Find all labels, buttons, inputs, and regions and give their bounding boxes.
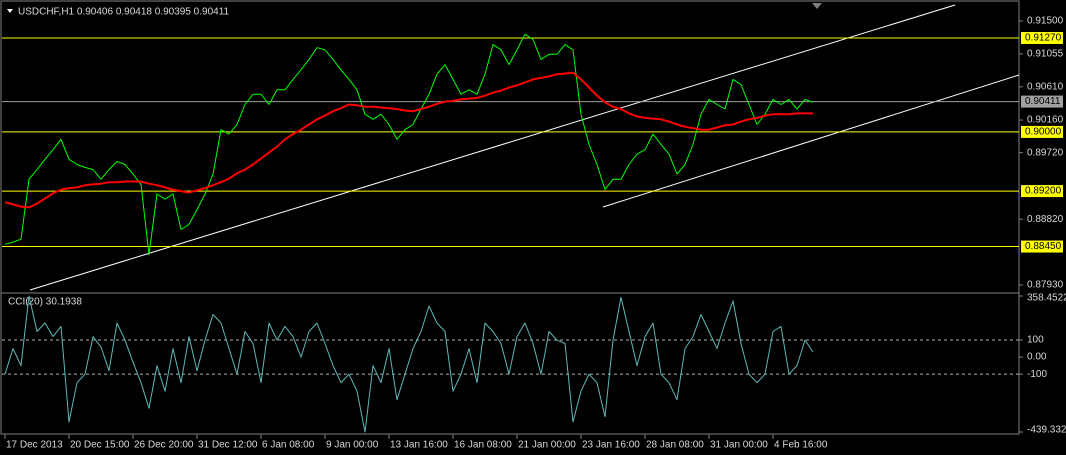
- y-tick-label: 0.91500: [1027, 16, 1064, 27]
- trend-line: [29, 4, 956, 291]
- level-box: [1021, 31, 1063, 44]
- x-tick-label: 31 Jan 00:00: [710, 440, 768, 451]
- level-box: [1021, 125, 1063, 138]
- y-tick-label: -100: [1027, 369, 1047, 380]
- y-tick-label: 0.90160: [1027, 115, 1064, 126]
- level-label: 0.90411: [1025, 96, 1061, 107]
- x-tick-label: 31 Dec 12:00: [198, 440, 258, 451]
- y-tick-label: 0.00: [1027, 352, 1047, 363]
- price-line: [4, 71, 813, 209]
- plot-frame: [0, 0, 1020, 435]
- y-tick-label: 0.90610: [1027, 81, 1064, 92]
- y-tick-label: 0.89720: [1027, 147, 1064, 158]
- x-tick-label: 16 Jan 08:00: [454, 440, 512, 451]
- y-tick-label: 0.91055: [1027, 49, 1064, 60]
- x-tick-label: 17 Dec 2013: [6, 440, 63, 451]
- series-group: [4, 295, 814, 433]
- chart-title: USDCHF,H1 0.90406 0.90418 0.90395 0.9041…: [18, 7, 230, 18]
- x-tick-label: 23 Jan 16:00: [582, 440, 640, 451]
- x-tick-label: 6 Jan 08:00: [262, 440, 315, 451]
- y-tick-label: 358.4522: [1027, 293, 1066, 304]
- level-label: 0.91270: [1025, 33, 1062, 44]
- y-tick-label: 100: [1027, 335, 1044, 346]
- menu-icon[interactable]: [7, 9, 13, 13]
- level-label: 0.90000: [1025, 127, 1062, 138]
- x-tick-label: 21 Jan 00:00: [518, 440, 576, 451]
- level-box: [1021, 240, 1063, 253]
- x-tick-label: 13 Jan 16:00: [390, 440, 448, 451]
- price-line: [4, 295, 814, 433]
- x-tick-label: 9 Jan 00:00: [326, 440, 379, 451]
- level-label: 0.89200: [1025, 186, 1062, 197]
- y-tick-label: -439.3325: [1027, 425, 1066, 436]
- x-tick-label: 28 Jan 08:00: [646, 440, 704, 451]
- y-tick-label: 0.88820: [1027, 214, 1064, 225]
- level-box: [1021, 185, 1063, 198]
- trend-line: [602, 74, 1019, 208]
- x-tick-label: 26 Dec 20:00: [134, 440, 194, 451]
- level-box: [1021, 95, 1063, 108]
- y-tick-label: 0.87930: [1027, 280, 1064, 291]
- trend-lines: [29, 4, 1019, 291]
- series-group: [4, 33, 814, 256]
- level-label: 0.88450: [1025, 241, 1062, 252]
- price-line: [4, 33, 814, 256]
- indicator-title: CCI(20) 30.1938: [8, 297, 82, 308]
- shift-marker: [812, 3, 822, 9]
- x-tick-label: 20 Dec 15:00: [70, 440, 130, 451]
- x-tick-label: 4 Feb 16:00: [774, 440, 828, 451]
